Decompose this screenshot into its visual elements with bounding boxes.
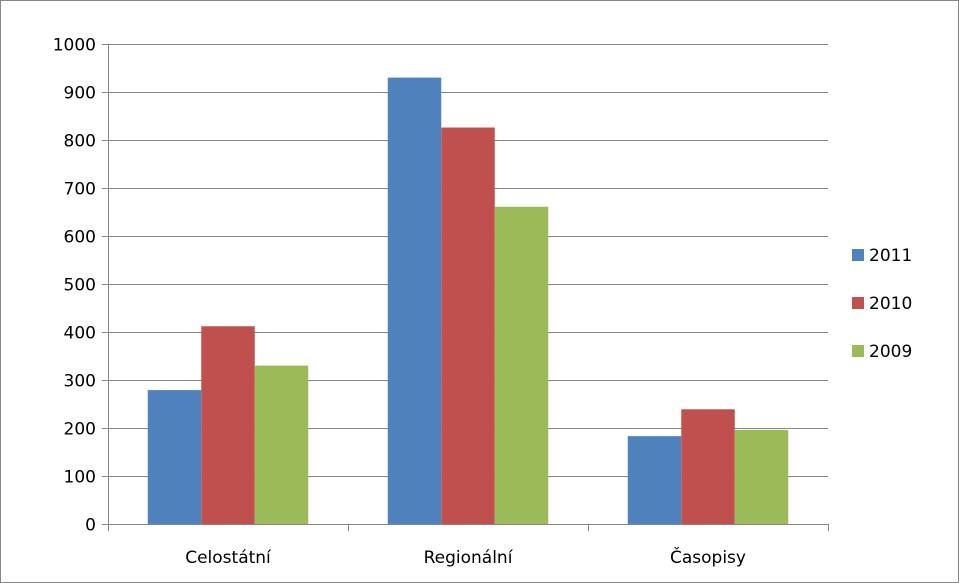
bar-2009-1 (494, 206, 549, 524)
bar-2011-2 (627, 436, 682, 524)
bar-2010-1 (441, 127, 495, 525)
legend-label-2011: 2011 (869, 246, 912, 266)
y-tick-label-600: 600 (64, 228, 96, 248)
legend-label-2009: 2009 (869, 342, 912, 362)
y-tick-label-800: 800 (64, 132, 96, 152)
x-axis-category-labels: Celostátní Regionální Časopisy (185, 546, 746, 568)
bar-2009-0 (254, 365, 309, 524)
y-tick-label-300: 300 (64, 372, 96, 392)
y-tick-label-1000: 1000 (53, 36, 96, 56)
bar-2009-2 (734, 429, 789, 524)
x-category-label-0: Celostátní (185, 548, 272, 568)
bars (147, 77, 789, 525)
bar-2011-1 (387, 77, 442, 524)
y-axis-tick-labels: 0 100 200 300 400 500 600 700 800 900 1000 (53, 36, 96, 536)
legend-swatch-2009 (852, 345, 864, 357)
bar-2011-0 (147, 390, 202, 524)
x-category-label-1: Regionální (424, 548, 514, 568)
legend-swatch-2011 (852, 249, 864, 261)
legend-swatch-2010 (852, 297, 864, 309)
bar-2010-0 (201, 326, 255, 524)
y-tick-label-500: 500 (64, 276, 96, 296)
y-tick-label-700: 700 (64, 180, 96, 200)
legend: 2011 2010 2009 (852, 246, 912, 362)
legend-label-2010: 2010 (869, 294, 912, 314)
x-category-label-2: Časopisy (670, 546, 746, 568)
y-tick-label-100: 100 (64, 468, 96, 488)
axes (102, 44, 829, 531)
y-tick-label-400: 400 (64, 324, 96, 344)
y-tick-label-900: 900 (64, 84, 96, 104)
bar-2010-2 (681, 409, 735, 524)
y-tick-label-0: 0 (85, 516, 96, 536)
y-tick-label-200: 200 (64, 420, 96, 440)
